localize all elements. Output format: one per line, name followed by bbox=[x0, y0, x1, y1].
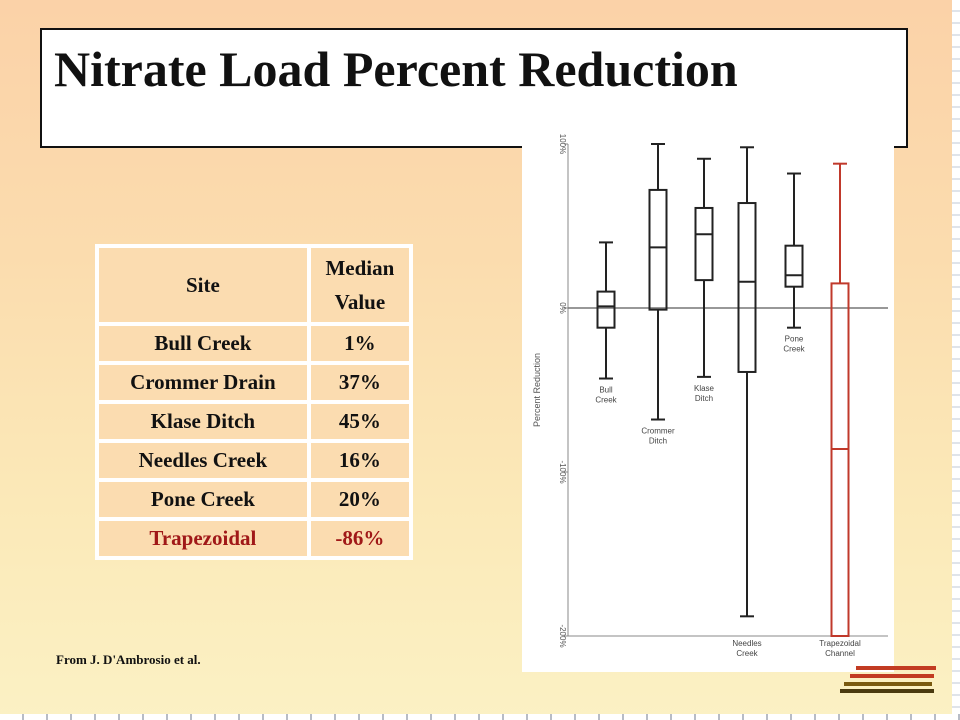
cell-site: Bull Creek bbox=[99, 326, 307, 361]
box-category-label: Klase bbox=[694, 384, 715, 393]
cell-value: 37% bbox=[310, 365, 409, 400]
box-iqr bbox=[830, 282, 850, 637]
y-tick-label: 0% bbox=[558, 302, 567, 314]
cell-site: Needles Creek bbox=[99, 443, 307, 478]
boxplot-panel: 100% 0% -100% -200% Percent Reduction Bull Cre… bbox=[522, 132, 894, 672]
cell-site: Pone Creek bbox=[99, 482, 307, 517]
y-tick-label: 100% bbox=[558, 134, 567, 154]
cell-site: Klase Ditch bbox=[99, 404, 307, 439]
box-category-label: Creek bbox=[595, 396, 617, 405]
publisher-logo bbox=[836, 664, 940, 696]
cell-value: 1% bbox=[310, 326, 409, 361]
table-row: Klase Ditch 45% bbox=[99, 404, 409, 439]
y-tick-label: -100% bbox=[558, 460, 567, 483]
box-category-label: Pone bbox=[785, 335, 804, 344]
header-median-line2: Value bbox=[334, 290, 386, 314]
header-median-line1: Median bbox=[325, 256, 395, 280]
cell-value: 16% bbox=[310, 443, 409, 478]
median-table: Site Median Value Bull Creek 1% Crommer … bbox=[95, 244, 413, 560]
table-row: Needles Creek 16% bbox=[99, 443, 409, 478]
title-box: Nitrate Load Percent Reduction bbox=[40, 28, 908, 148]
cell-value: 45% bbox=[310, 404, 409, 439]
box-category-label: Ditch bbox=[649, 437, 667, 446]
box-category-label: Crommer bbox=[641, 427, 675, 436]
source-credit: From J. D'Ambrosio et al. bbox=[56, 652, 201, 667]
slide-title: Nitrate Load Percent Reduction bbox=[54, 41, 738, 97]
frame-bottom-edge bbox=[0, 714, 960, 720]
box-category-label: Trapezoidal bbox=[819, 639, 861, 648]
header-median-value: Median Value bbox=[310, 248, 409, 322]
box-iqr bbox=[694, 206, 714, 282]
frame-right-edge bbox=[952, 0, 960, 720]
cell-site: Crommer Drain bbox=[99, 365, 307, 400]
cell-value: 20% bbox=[310, 482, 409, 517]
box-iqr bbox=[784, 244, 804, 288]
table-row-highlight: Trapezoidal -86% bbox=[99, 521, 409, 556]
y-tick-label: -200% bbox=[558, 624, 567, 647]
y-axis-label: Percent Reduction bbox=[532, 353, 542, 427]
box-category-label: Bull bbox=[599, 386, 613, 395]
box-category-label: Needles bbox=[732, 639, 761, 648]
boxplot-chart: 100%0%-100%-200%Percent Reduction BullCre… bbox=[532, 134, 888, 658]
box-iqr bbox=[737, 202, 757, 373]
table-row: Bull Creek 1% bbox=[99, 326, 409, 361]
table-row: Crommer Drain 37% bbox=[99, 365, 409, 400]
cell-value: -86% bbox=[310, 521, 409, 556]
box-category-label: Ditch bbox=[695, 394, 713, 403]
box-category-label: Channel bbox=[825, 649, 855, 658]
header-site: Site bbox=[99, 248, 307, 322]
box-category-label: Creek bbox=[783, 345, 805, 354]
cell-site: Trapezoidal bbox=[99, 521, 307, 556]
box-iqr bbox=[596, 290, 616, 329]
box-category-label: Creek bbox=[736, 649, 758, 658]
box-iqr bbox=[648, 188, 668, 311]
table-row: Pone Creek 20% bbox=[99, 482, 409, 517]
